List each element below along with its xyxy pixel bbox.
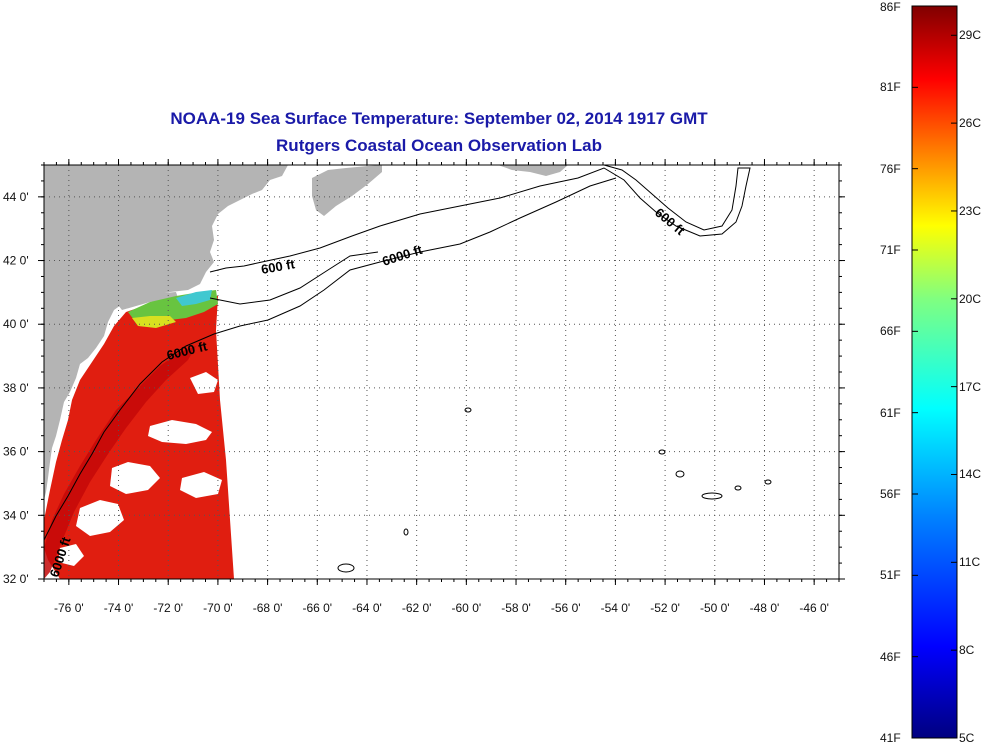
lon-tick-label: -50 0' xyxy=(700,601,730,615)
colorbar-label-fahrenheit: 41F xyxy=(880,731,901,745)
lon-tick-label: -48 0' xyxy=(750,601,780,615)
lon-tick-label: -58 0' xyxy=(501,601,531,615)
lat-tick-label: 38 0' xyxy=(3,381,29,395)
seamount-contour xyxy=(675,470,685,478)
colorbar-label-celsius: 17C xyxy=(959,379,982,394)
lon-tick-label: -68 0' xyxy=(253,601,283,615)
lon-tick-label: -72 0' xyxy=(153,601,183,615)
lon-tick-label: -74 0' xyxy=(104,601,134,615)
land-newfoundland xyxy=(498,165,568,176)
seamount-contour xyxy=(337,563,355,573)
lon-tick-label: -62 0' xyxy=(402,601,432,615)
colorbar-label-fahrenheit: 46F xyxy=(880,649,901,664)
sst-shelf-cyan xyxy=(176,290,212,306)
colorbar-label-fahrenheit: 86F xyxy=(880,0,901,14)
colorbar-ticks xyxy=(912,5,957,739)
contour-label-600ft: 600 ft xyxy=(260,256,297,277)
colorbar-label-fahrenheit: 76F xyxy=(880,161,901,176)
lon-tick-label: -66 0' xyxy=(302,601,332,615)
seamount-contour xyxy=(734,485,742,491)
colorbar-label-fahrenheit: 71F xyxy=(880,243,901,257)
lon-tick-label: -56 0' xyxy=(551,601,581,615)
colorbar-label-celsius: 5C xyxy=(959,731,975,745)
axis-labels: -76 0' -74 0' -72 0' -70 0' -68 0' -66 0' -64 … xyxy=(3,190,829,615)
cloud-patch-2 xyxy=(110,462,160,494)
colorbar-label-celsius: 20C xyxy=(959,291,982,306)
lat-tick-label: 40 0' xyxy=(3,317,29,331)
colorbar-label-fahrenheit: 66F xyxy=(880,324,901,339)
cloud-patch-3 xyxy=(76,500,124,536)
lon-tick-label: -64 0' xyxy=(352,601,382,615)
colorbar-label-fahrenheit: 61F xyxy=(880,405,901,420)
axis-ticks xyxy=(38,159,845,585)
contour-6000ft-inner xyxy=(209,251,379,305)
colorbar-label-celsius: 26C xyxy=(959,116,982,131)
colorbar-label-celsius: 8C xyxy=(959,643,975,658)
seamount-contour xyxy=(701,492,723,500)
land-nova-scotia xyxy=(312,165,382,216)
lat-tick-label: 32 0' xyxy=(3,572,29,586)
seamount-contour xyxy=(464,407,472,413)
lon-tick-label: -76 0' xyxy=(54,601,84,615)
colorbar-label-celsius: 11C xyxy=(959,555,981,570)
lon-tick-label: -52 0' xyxy=(650,601,680,615)
lat-tick-label: 34 0' xyxy=(3,508,29,522)
land-us-east-coast xyxy=(44,165,288,500)
lon-tick-label: -54 0' xyxy=(601,601,631,615)
seamount-contour xyxy=(403,528,409,536)
seamount-contour xyxy=(764,479,772,485)
colorbar-label-celsius: 23C xyxy=(959,203,982,218)
colorbar-label-fahrenheit: 81F xyxy=(880,80,901,95)
colorbar-label-celsius: 29C xyxy=(959,28,982,43)
contour-6000ft xyxy=(44,177,617,541)
cloud-patch-6 xyxy=(58,544,84,566)
contour-600ft xyxy=(209,165,751,273)
colorbar-label-fahrenheit: 51F xyxy=(880,568,901,583)
colorbar xyxy=(911,5,958,739)
lat-tick-label: 42 0' xyxy=(3,254,29,268)
map-title: NOAA-19 Sea Surface Temperature: Septemb… xyxy=(170,109,708,128)
map-grid xyxy=(44,165,839,579)
lon-tick-label: -60 0' xyxy=(452,601,482,615)
lat-tick-label: 44 0' xyxy=(3,190,29,204)
cloud-patch-1 xyxy=(148,420,212,444)
colorbar-label-celsius: 14C xyxy=(959,467,982,482)
lat-tick-label: 36 0' xyxy=(3,445,29,459)
map-subtitle: Rutgers Coastal Ocean Observation Lab xyxy=(276,136,602,155)
seamount-contour xyxy=(658,449,666,455)
cloud-patch-4 xyxy=(180,472,222,498)
lon-tick-label: -46 0' xyxy=(799,601,829,615)
colorbar-label-fahrenheit: 56F xyxy=(880,487,901,501)
cloud-patch-5 xyxy=(190,372,218,394)
land-long-island xyxy=(114,292,178,310)
lon-tick-label: -70 0' xyxy=(203,601,233,615)
sst-shelf-yellow xyxy=(132,316,176,328)
